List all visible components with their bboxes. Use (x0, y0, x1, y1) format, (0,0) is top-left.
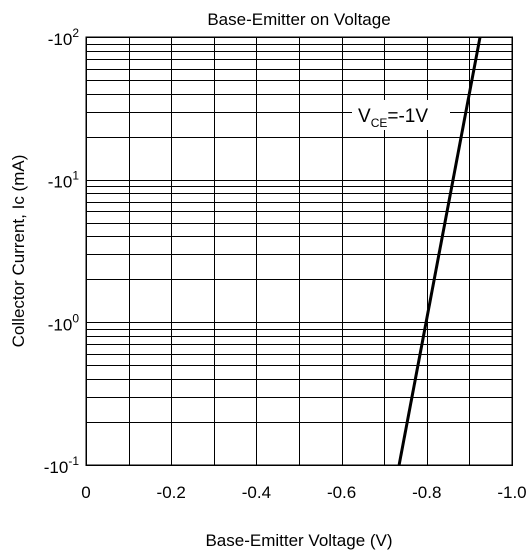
y-tick-base: -10 (48, 315, 73, 334)
y-tick-label: -10-1 (44, 454, 80, 477)
x-tick-label: -0.6 (327, 483, 356, 502)
x-tick-label: -0.2 (157, 483, 186, 502)
y-tick-exponent: -1 (68, 454, 79, 468)
x-tick-label: 0 (81, 483, 90, 502)
annotation-vce: VCE=-1V (358, 106, 428, 130)
y-axis-label: Collector Current, Ic (mA) (9, 155, 28, 348)
y-tick-base: -10 (44, 458, 69, 477)
y-tick-label: -100 (48, 311, 80, 334)
plot-frame (85, 36, 513, 466)
y-tick-label: -102 (48, 26, 80, 49)
y-tick-base: -10 (48, 173, 73, 192)
y-tick-exponent: 2 (72, 26, 79, 40)
y-tick-exponent: 1 (72, 169, 79, 183)
series-layer (397, 36, 482, 466)
y-tick-labels: -10-1-100-101-102 (44, 26, 80, 477)
annotation-sub: CE (371, 116, 388, 130)
annotation-background (352, 100, 450, 130)
y-tick-exponent: 0 (72, 311, 79, 325)
x-tick-label: -0.4 (242, 483, 271, 502)
annotation-rest: =-1V (387, 106, 428, 127)
x-axis-label: Base-Emitter Voltage (V) (205, 531, 392, 550)
x-tick-label: -0.8 (412, 483, 441, 502)
x-tick-label: -1.0 (497, 483, 526, 502)
series-annotation: VCE=-1V (352, 100, 450, 130)
series-line-0 (397, 36, 482, 466)
y-tick-base: -10 (48, 30, 73, 49)
chart-title: Base-Emitter on Voltage (207, 10, 390, 29)
x-tick-labels: 0 -0.2 -0.4 -0.6 -0.8 -1.0 (81, 483, 526, 502)
annotation-main: V (358, 106, 371, 127)
y-tick-label: -101 (48, 169, 80, 192)
